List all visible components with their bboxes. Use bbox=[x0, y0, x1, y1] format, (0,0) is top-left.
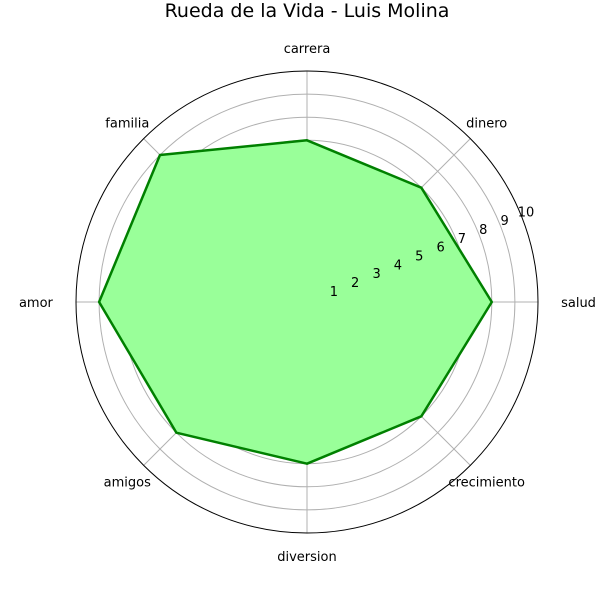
chart-title: Rueda de la Vida - Luis Molina bbox=[165, 0, 450, 22]
r-tick-label: 6 bbox=[436, 241, 444, 256]
r-tick-label: 5 bbox=[415, 250, 423, 265]
category-label-amigos: amigos bbox=[104, 476, 151, 491]
r-tick-label: 7 bbox=[458, 232, 466, 247]
category-label-crecimiento: crecimiento bbox=[448, 476, 525, 491]
data-layer bbox=[97, 139, 494, 465]
r-tick-label: 1 bbox=[330, 285, 338, 300]
r-tick-label: 9 bbox=[500, 214, 508, 229]
category-label-salud: salud bbox=[561, 296, 596, 311]
r-tick-label: 3 bbox=[372, 267, 380, 282]
category-label-familia: familia bbox=[105, 116, 149, 131]
category-label-carrera: carrera bbox=[284, 42, 331, 57]
outer-circle bbox=[75, 70, 539, 534]
r-tick-label: 4 bbox=[394, 258, 402, 273]
r-tick-label: 10 bbox=[518, 205, 535, 220]
r-tick-label: 8 bbox=[479, 223, 487, 238]
r-tick-label: 2 bbox=[351, 276, 359, 291]
category-label-diversion: diversion bbox=[277, 550, 336, 565]
series-area bbox=[97, 139, 494, 465]
category-label-amor: amor bbox=[19, 296, 54, 311]
category-label-dinero: dinero bbox=[466, 116, 507, 131]
label-layer: salud dinero carrera familia amor amigos diver… bbox=[19, 42, 596, 565]
